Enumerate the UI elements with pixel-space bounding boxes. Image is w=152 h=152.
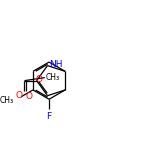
Text: O: O (15, 91, 22, 100)
Text: O: O (25, 92, 32, 101)
Text: F: F (47, 112, 52, 121)
Text: O: O (36, 74, 43, 84)
Text: CH₃: CH₃ (46, 73, 60, 82)
Text: NH: NH (49, 60, 62, 69)
Text: CH₃: CH₃ (0, 96, 14, 105)
